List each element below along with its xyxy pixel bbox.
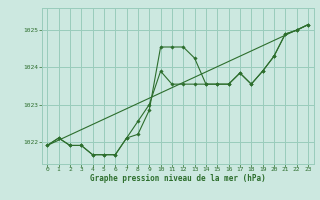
- X-axis label: Graphe pression niveau de la mer (hPa): Graphe pression niveau de la mer (hPa): [90, 174, 266, 183]
